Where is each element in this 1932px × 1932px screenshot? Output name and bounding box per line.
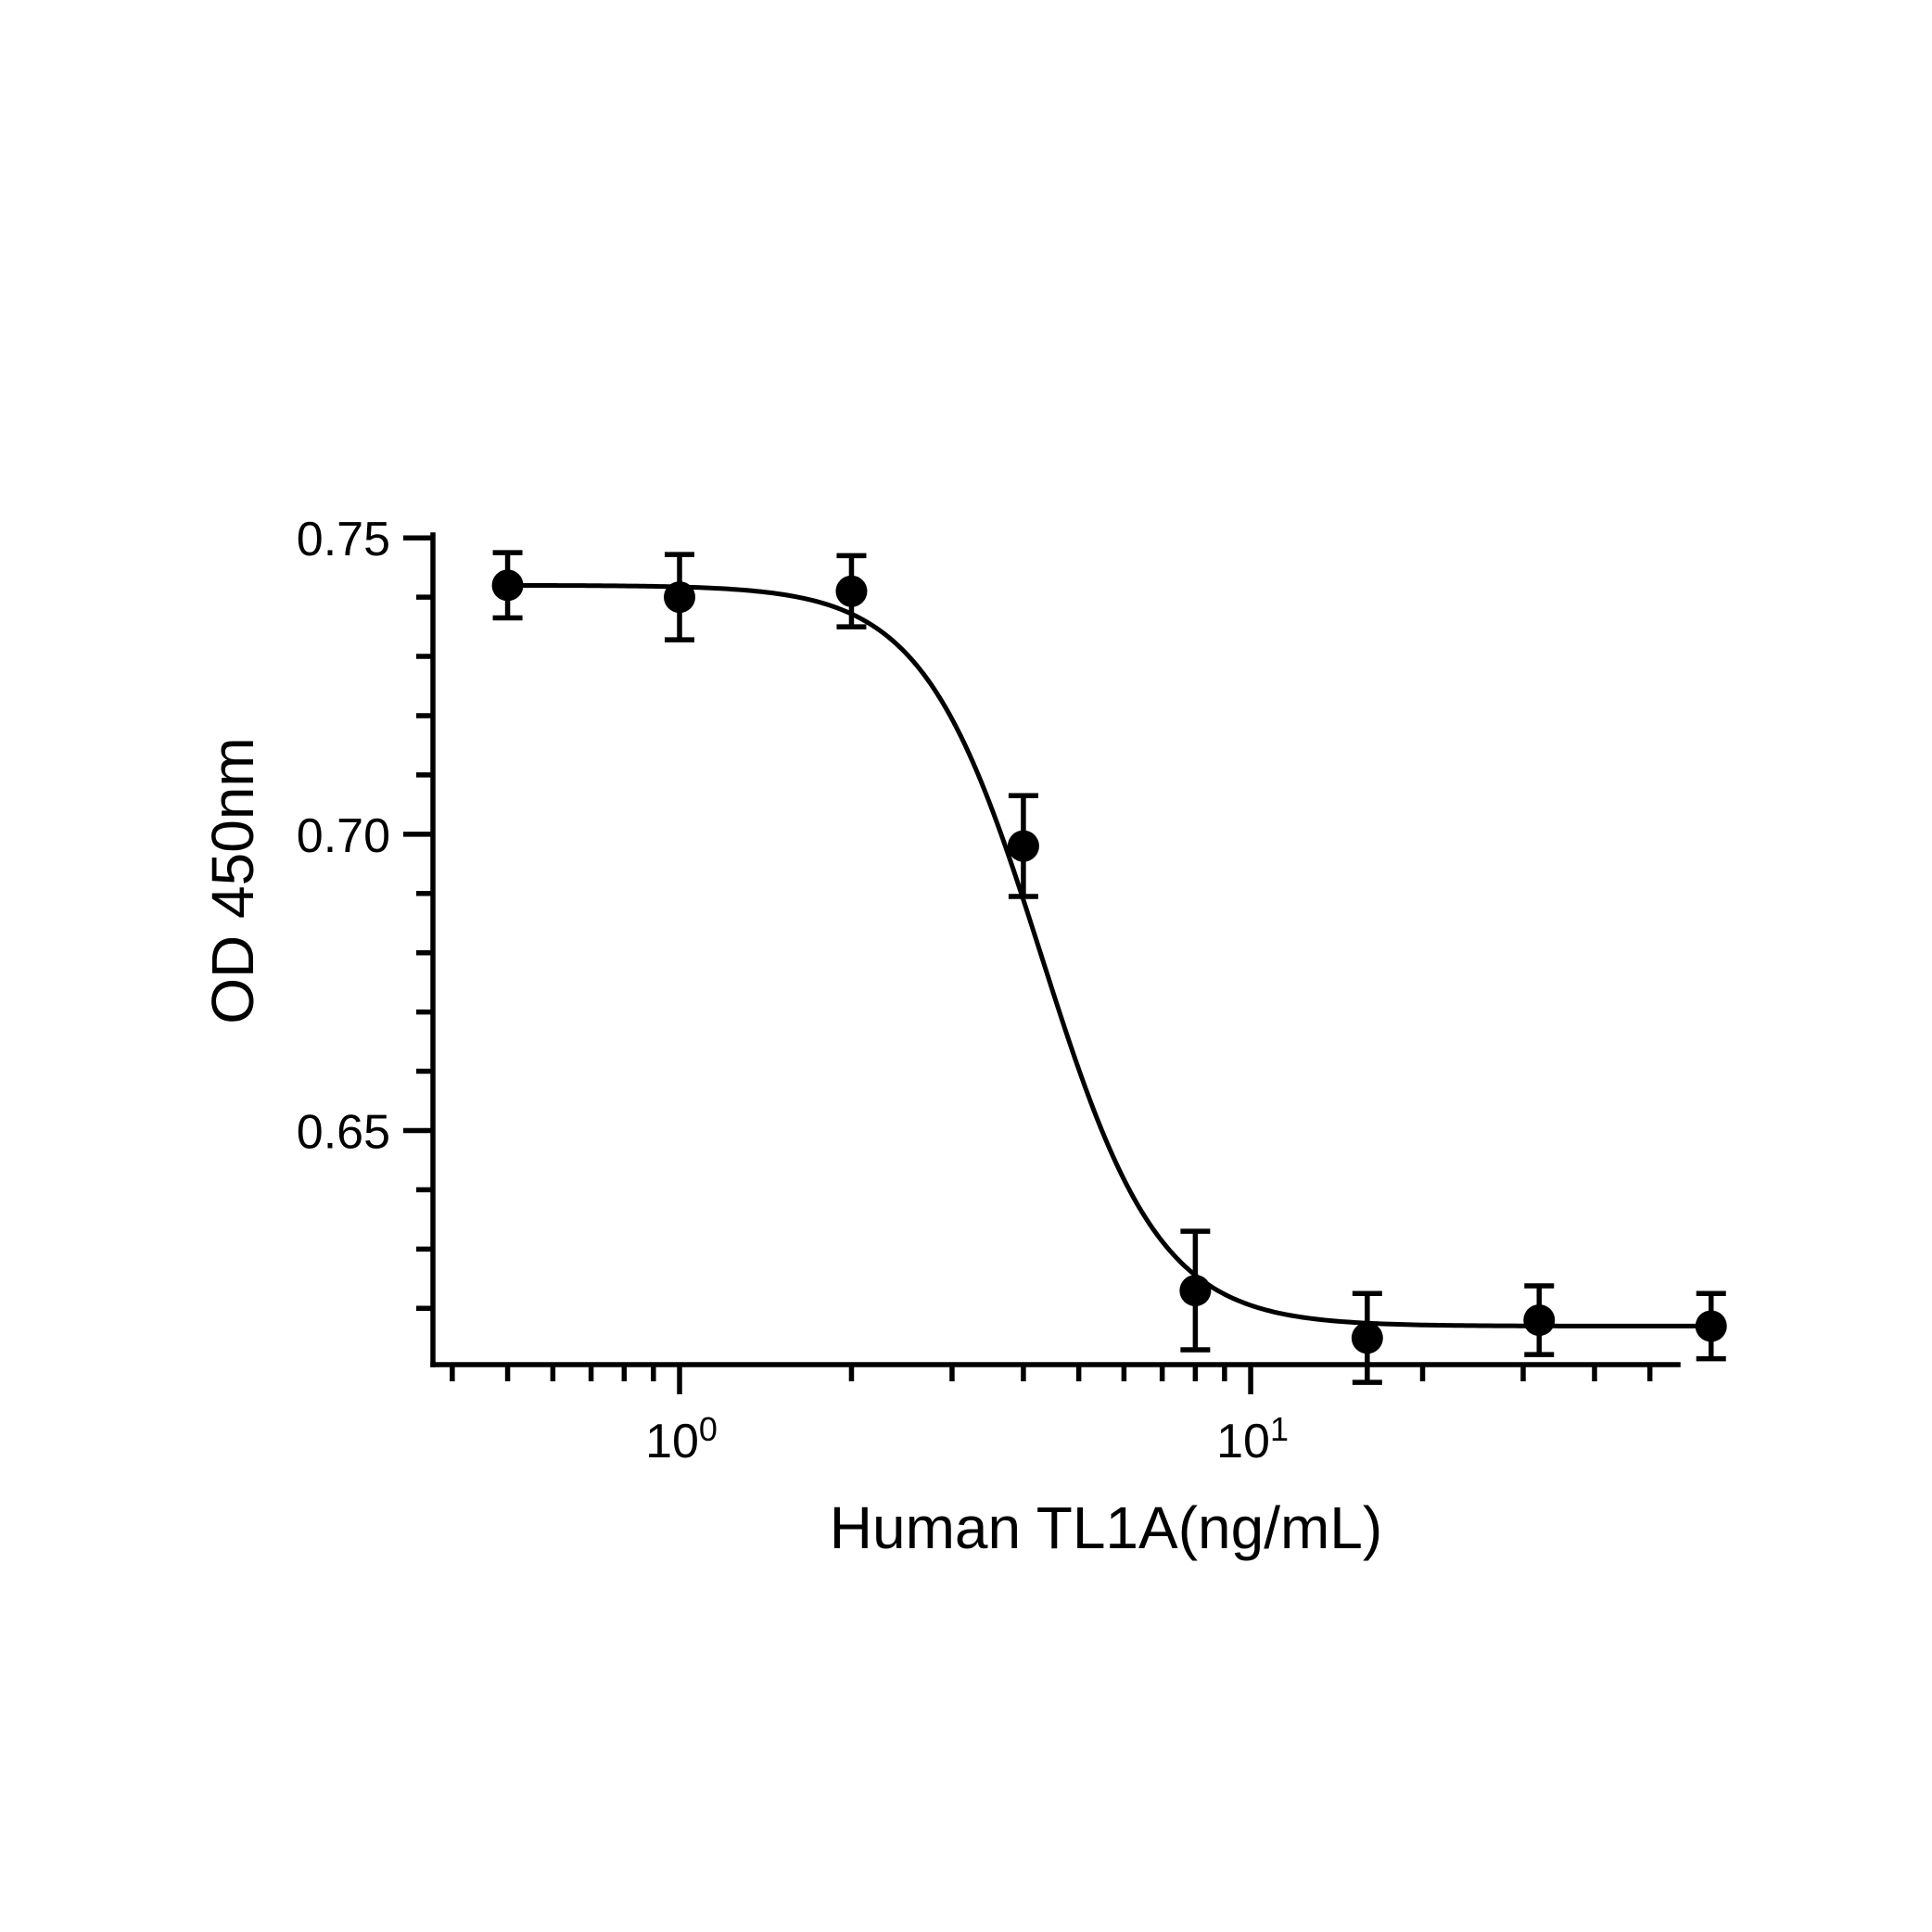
data-point-group (1179, 1228, 1212, 1353)
data-point (1007, 830, 1039, 862)
data-point-group (835, 553, 868, 629)
y-tick-label: 0.70 (297, 809, 390, 863)
x-tick-label-exponent: 0 (699, 1410, 718, 1448)
data-point-group (1695, 1290, 1727, 1362)
data-point (491, 569, 524, 602)
y-tick-label: 0.65 (297, 1105, 390, 1159)
x-tick-label-exponent: 1 (1270, 1410, 1289, 1448)
x-tick-label: 101 (1216, 1410, 1289, 1468)
data-point-group (1007, 793, 1039, 899)
data-point (664, 581, 696, 614)
y-tick-label: 0.75 (297, 513, 390, 566)
data-point (1695, 1310, 1727, 1342)
data-point-group (1523, 1283, 1556, 1357)
data-point (1179, 1275, 1212, 1307)
fit-curve (507, 582, 1711, 1328)
x-tick-label-base: 10 (645, 1415, 699, 1468)
data-points-layer (491, 550, 1727, 1385)
data-point (1351, 1322, 1383, 1354)
x-tick-label: 100 (645, 1410, 718, 1468)
y-axis-title: OD 450nm (199, 737, 266, 1023)
data-point-group (1351, 1290, 1383, 1385)
data-point (1523, 1304, 1556, 1337)
fit-curve-layer (507, 582, 1711, 1328)
data-point-group (664, 552, 696, 642)
data-point-group (491, 550, 524, 621)
data-point (835, 575, 868, 607)
x-tick-label-base: 10 (1216, 1415, 1270, 1468)
x-axis-title: Human TL1A(ng/mL) (830, 1494, 1382, 1561)
